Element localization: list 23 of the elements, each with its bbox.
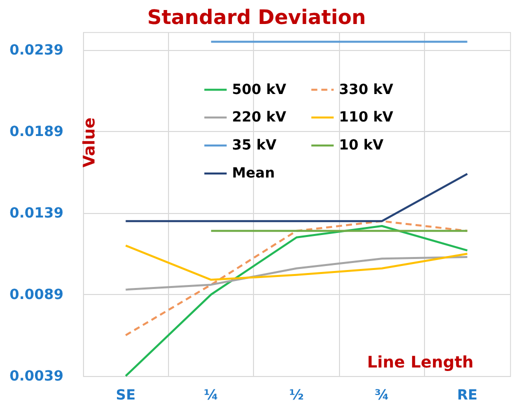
line-series xyxy=(124,244,468,281)
line-series xyxy=(124,220,468,336)
x-axis-title: Line Length xyxy=(367,352,474,372)
y-tick-label: 0.0189 xyxy=(9,124,64,140)
x-tick-label: ½ xyxy=(289,388,304,404)
y-tick-label: 0.0039 xyxy=(9,368,64,384)
legend-label: 220 kV xyxy=(232,110,286,126)
x-tick-label: SE xyxy=(116,388,136,404)
x-tick-label: RE xyxy=(457,388,478,404)
legend-label: 35 kV xyxy=(232,138,277,154)
x-tick-label: ¼ xyxy=(204,388,218,404)
y-tick-label: 0.0239 xyxy=(9,42,64,58)
legend-label: 500 kV xyxy=(232,82,286,98)
legend-label: 330 kV xyxy=(339,82,394,98)
y-axis-title: Value xyxy=(80,117,98,168)
y-tick-label: 0.0139 xyxy=(9,205,64,222)
chart-title: Standard Deviation xyxy=(147,5,366,29)
legend-label: 110 kV xyxy=(339,110,394,126)
line-series xyxy=(124,256,468,291)
legend-label: 10 kV xyxy=(339,138,384,154)
y-tick-label: 0.0089 xyxy=(9,286,64,303)
legend-label: Mean xyxy=(232,166,275,182)
x-tick-label: ¾ xyxy=(374,388,390,404)
